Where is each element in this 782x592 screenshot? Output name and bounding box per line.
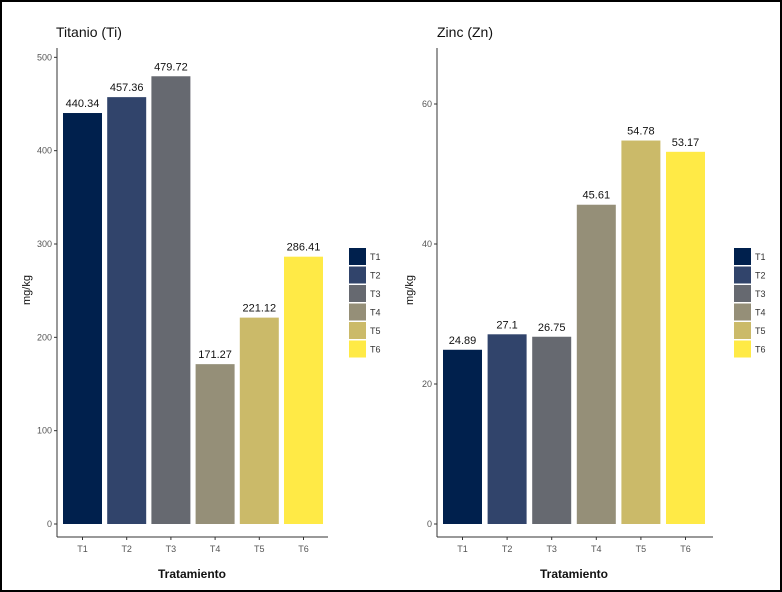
titanio-x-tick-label: T6 <box>298 544 309 554</box>
titanio-y-axis-label: mg/kg <box>21 275 33 305</box>
zinc-x-tick-label: T2 <box>502 544 513 554</box>
titanio-y-tick-label: 0 <box>47 519 52 529</box>
zinc-title: Zinc (Zn) <box>437 24 493 40</box>
titanio-legend-swatch <box>349 322 366 339</box>
titanio-bar-t2 <box>107 97 147 524</box>
titanio-data-label: 171.27 <box>198 349 232 361</box>
zinc-x-tick-label: T3 <box>546 544 557 554</box>
zinc-legend-label: T3 <box>755 289 766 299</box>
zinc-y-axis-label: mg/kg <box>404 275 416 305</box>
zinc-legend-swatch <box>734 303 751 321</box>
zinc-data-label: 45.61 <box>583 190 611 202</box>
titanio-legend-label: T2 <box>370 271 381 281</box>
titanio-data-label: 479.72 <box>154 61 188 73</box>
zinc-x-tick-label: T1 <box>457 544 468 554</box>
zinc-bar-t5 <box>621 140 661 525</box>
zinc-legend-label: T4 <box>755 308 766 318</box>
zinc-data-label: 26.75 <box>538 322 566 334</box>
titanio-data-label: 286.41 <box>287 242 321 254</box>
zinc-bar-t2 <box>487 334 527 524</box>
zinc-y-tick-label: 60 <box>422 99 432 109</box>
titanio-data-label: 221.12 <box>242 303 276 315</box>
zinc-data-label: 54.78 <box>627 126 655 138</box>
titanio-legend-swatch <box>349 303 366 321</box>
zinc-legend-swatch <box>734 340 751 358</box>
zinc-legend-swatch <box>734 285 751 302</box>
titanio-x-tick-label: T5 <box>254 544 265 554</box>
titanio-bar-t3 <box>151 76 191 525</box>
titanio-legend-swatch <box>349 266 366 284</box>
titanio-legend-label: T5 <box>370 326 381 336</box>
titanio-legend-label: T6 <box>370 345 381 355</box>
titanio-panel: Titanio (Ti) mg/kg Tratamiento 0 100 200 30… <box>21 24 381 581</box>
zinc-data-label: 24.89 <box>449 335 477 347</box>
zinc-panel: Zinc (Zn) mg/kg Tratamiento 0 20 40 60 24.89… <box>404 24 766 581</box>
titanio-legend-swatch <box>349 340 366 358</box>
zinc-y-tick-label: 0 <box>427 519 432 529</box>
titanio-y-tick-label: 400 <box>37 146 52 156</box>
zinc-legend-swatch <box>734 248 751 265</box>
zinc-bar-t6 <box>666 151 705 524</box>
titanio-legend-label: T4 <box>370 308 381 318</box>
zinc-bar-t1 <box>443 349 482 524</box>
titanio-x-axis-label: Tratamiento <box>158 567 226 581</box>
titanio-x-tick-label: T2 <box>121 544 132 554</box>
zinc-legend-label: T6 <box>755 345 766 355</box>
titanio-data-label: 457.36 <box>110 82 144 94</box>
zinc-x-tick-label: T5 <box>636 544 647 554</box>
titanio-x-tick-label: T1 <box>77 544 88 554</box>
zinc-x-tick-label: T6 <box>680 544 691 554</box>
zinc-legend-label: T1 <box>755 252 766 262</box>
titanio-bar-t4 <box>195 364 235 524</box>
titanio-data-label: 440.34 <box>66 98 100 110</box>
titanio-bar-t6 <box>284 256 323 524</box>
titanio-y-tick-label: 300 <box>37 239 52 249</box>
zinc-legend-label: T2 <box>755 271 766 281</box>
titanio-title: Titanio (Ti) <box>56 24 122 40</box>
zinc-data-label: 53.17 <box>672 137 700 149</box>
titanio-legend-label: T1 <box>370 252 381 262</box>
titanio-x-tick-label: T3 <box>166 544 177 554</box>
titanio-legend-swatch <box>349 248 366 265</box>
zinc-legend-swatch <box>734 322 751 339</box>
zinc-x-tick-label: T4 <box>591 544 602 554</box>
titanio-legend-swatch <box>349 285 366 302</box>
titanio-x-tick-label: T4 <box>210 544 221 554</box>
zinc-bar-t4 <box>576 204 616 525</box>
zinc-y-tick-label: 20 <box>422 379 432 389</box>
zinc-legend-swatch <box>734 266 751 284</box>
zinc-x-axis-label: Tratamiento <box>540 567 608 581</box>
titanio-legend-label: T3 <box>370 289 381 299</box>
titanio-bar-t5 <box>239 317 279 524</box>
titanio-y-tick-label: 100 <box>37 426 52 436</box>
zinc-data-label: 27.1 <box>496 319 517 331</box>
titanio-bar-t1 <box>63 113 102 525</box>
titanio-y-tick-label: 200 <box>37 332 52 342</box>
titanio-y-tick-label: 500 <box>37 52 52 62</box>
zinc-legend-label: T5 <box>755 326 766 336</box>
zinc-bar-t3 <box>532 336 572 524</box>
zinc-y-tick-label: 40 <box>422 239 432 249</box>
